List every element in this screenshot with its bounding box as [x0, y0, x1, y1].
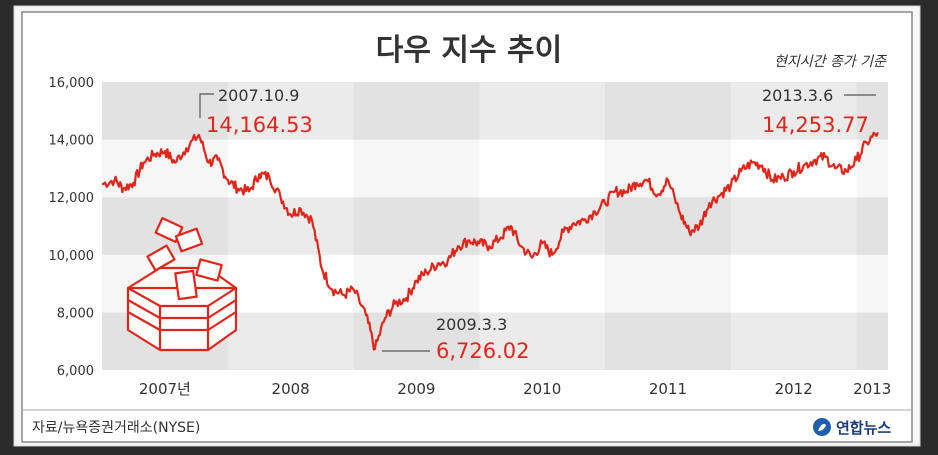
y-tick-label: 12,000	[49, 191, 95, 206]
annotation-low-value: 6,726.02	[436, 339, 530, 363]
annotation-low-2009: 2009.3.3 6,726.02	[382, 315, 530, 363]
y-tick-label: 10,000	[49, 249, 95, 264]
y-tick-label: 6,000	[57, 364, 94, 379]
x-tick-label: 2008	[272, 380, 310, 398]
x-tick-label: 2011	[649, 380, 687, 398]
annotation-latest-date: 2013.3.6	[762, 86, 833, 105]
ballot-box-icon	[126, 217, 238, 352]
annotation-latest-value: 14,253.77	[762, 113, 869, 137]
annotation-peak-date: 2007.10.9	[218, 86, 299, 105]
annotation-peak-value: 14,164.53	[206, 113, 313, 137]
grid-band	[102, 197, 888, 255]
source-label: 자료/뉴욕증권거래소(NYSE)	[32, 420, 200, 436]
chart-title: 다우 지수 추이	[376, 33, 563, 68]
annotation-low-date: 2009.3.3	[436, 315, 507, 334]
price-basis-note: 현지시간 종가 기준	[774, 54, 887, 70]
x-tick-label: 2007년	[139, 380, 191, 398]
annotation-latest-2013: 2013.3.6 14,253.77	[762, 86, 876, 137]
x-tick-label: 2010	[523, 380, 561, 398]
x-axis: 2007년 2008 2009 2010 2011 2012 2013	[139, 380, 891, 398]
year-shade	[605, 82, 731, 370]
annotation-peak-2007: 2007.10.9 14,164.53	[199, 86, 313, 137]
yonhap-logo: 연합뉴스	[813, 418, 891, 437]
y-tick-label: 14,000	[49, 134, 95, 149]
x-tick-label: 2012	[775, 380, 813, 398]
y-axis: 6,000 8,000 10,000 12,000 14,000 16,000	[49, 76, 95, 379]
x-tick-label: 2009	[397, 380, 435, 398]
y-tick-label: 8,000	[57, 306, 94, 321]
dow-index-line	[101, 131, 879, 351]
grid-band	[102, 82, 888, 140]
y-tick-label: 16,000	[49, 76, 95, 91]
logo-text: 연합뉴스	[836, 419, 891, 437]
x-tick-label: 2013	[853, 380, 891, 398]
